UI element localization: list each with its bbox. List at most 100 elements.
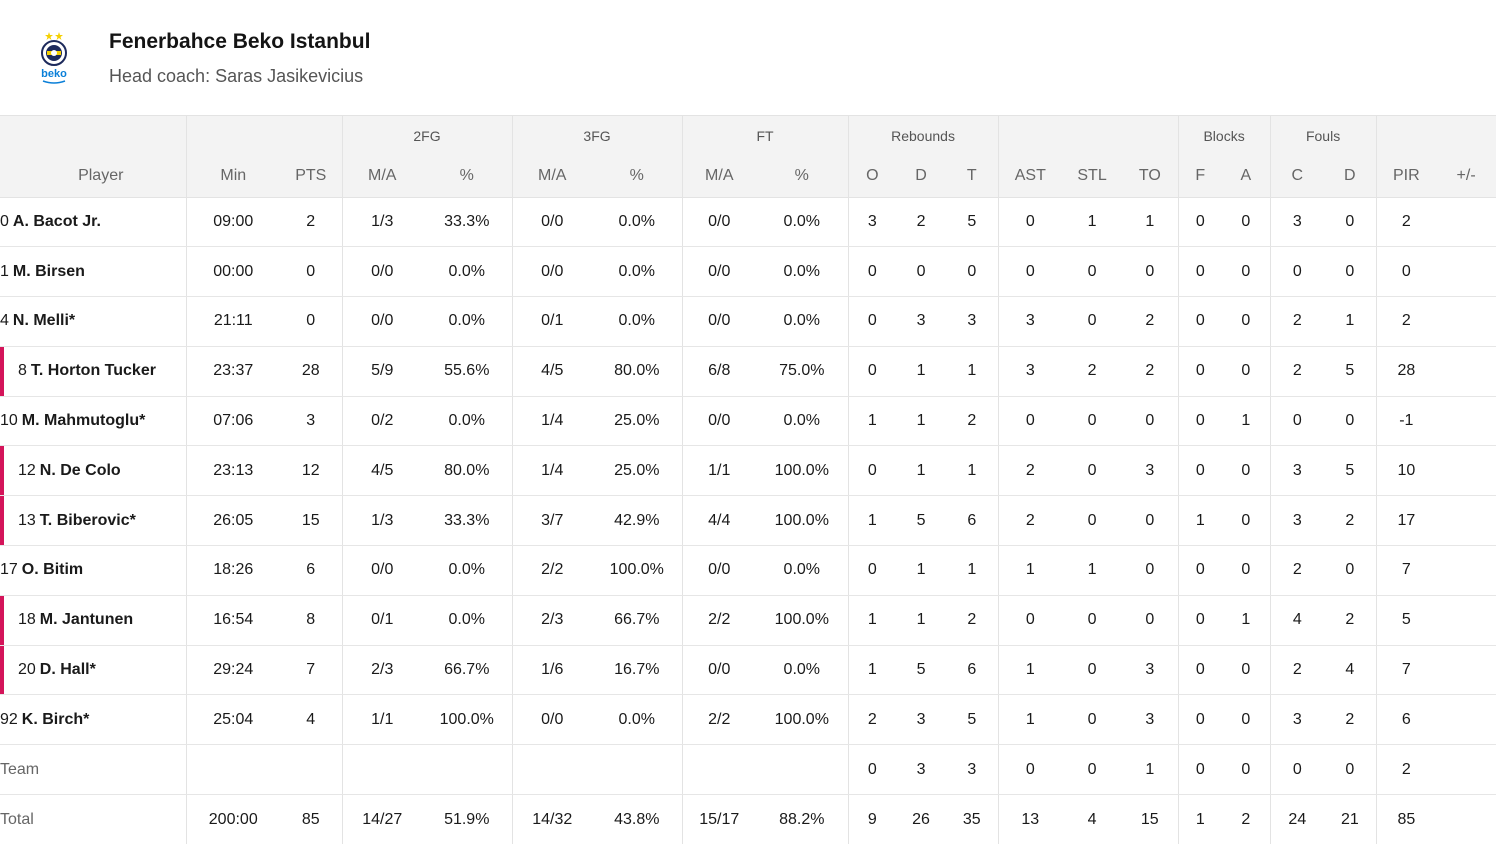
col-header-pts[interactable]: PTS xyxy=(280,156,342,198)
stat-pts: 7 xyxy=(280,645,342,696)
player-name[interactable]: D. Hall* xyxy=(39,661,96,679)
col-header-plus-minus[interactable]: +/- xyxy=(1436,156,1496,198)
stat-pir: 85 xyxy=(1375,794,1437,845)
stat-3fg-pct: 25.0% xyxy=(592,396,683,447)
player-name[interactable]: N. De Colo xyxy=(39,461,121,479)
stat-pts: 0 xyxy=(280,246,342,298)
player-name[interactable]: O. Bitim xyxy=(21,561,84,579)
player-cell[interactable]: 1 M. Birsen xyxy=(0,246,186,298)
player-name[interactable]: K. Birch* xyxy=(21,710,90,728)
stat-reb-o: 3 xyxy=(847,197,897,248)
stat-blk-a: 0 xyxy=(1222,645,1271,696)
col-header-3fg-ma[interactable]: M/A xyxy=(511,156,593,198)
col-header-pir[interactable]: PIR xyxy=(1375,156,1437,198)
stat-reb-o: 0 xyxy=(847,744,897,796)
player-name[interactable]: A. Bacot Jr. xyxy=(12,212,101,230)
stat-plus-minus xyxy=(1436,694,1496,746)
stat-blk-f: 0 xyxy=(1177,197,1223,248)
player-name[interactable]: T. Biberovic* xyxy=(39,511,136,529)
stat-reb-t: 6 xyxy=(946,495,999,547)
col-header-stl[interactable]: STL xyxy=(1062,156,1123,198)
col-header-blk-a[interactable]: A xyxy=(1222,156,1271,198)
player-number: 0 xyxy=(0,212,9,230)
col-header-to[interactable]: TO xyxy=(1122,156,1179,198)
group-fouls: Fouls xyxy=(1269,116,1377,156)
stat-3fg-ma: 1/4 xyxy=(511,396,593,447)
table-row: 20 D. Hall* 29:24 7 2/3 66.7% 1/6 16.7% 0/0 0.0% 1… xyxy=(0,645,1496,696)
player-cell[interactable]: 17 O. Bitim xyxy=(0,545,186,596)
col-header-ft-pct[interactable]: % xyxy=(756,156,849,198)
col-header-fouls-d[interactable]: D xyxy=(1324,156,1377,198)
stat-fouls-c: 3 xyxy=(1269,197,1325,248)
stat-fouls-d: 5 xyxy=(1324,445,1377,497)
col-header-min[interactable]: Min xyxy=(185,156,280,198)
team-name: Fenerbahce Beko Istanbul xyxy=(109,30,371,53)
player-cell[interactable]: 92 K. Birch* xyxy=(0,694,186,746)
stat-2fg-pct: 33.3% xyxy=(422,197,513,248)
player-cell: Total xyxy=(0,795,186,845)
col-header-2fg-pct[interactable]: % xyxy=(422,156,513,198)
player-cell[interactable]: 8 T. Horton Tucker xyxy=(0,346,186,397)
stat-plus-minus xyxy=(1436,645,1496,696)
table-row: 12 N. De Colo 23:13 12 4/5 80.0% 1/4 25.0% 1/1 10… xyxy=(0,445,1496,497)
stat-pir: 7 xyxy=(1375,645,1437,696)
table-row: 1 M. Birsen 00:00 0 0/0 0.0% 0/0 0.0% 0/0 0.0% 0 0 0… xyxy=(0,246,1496,298)
stat-to: 0 xyxy=(1122,545,1179,596)
player-number: 17 xyxy=(0,561,18,579)
stat-fouls-d: 2 xyxy=(1324,694,1377,746)
player-cell[interactable]: 0 A. Bacot Jr. xyxy=(0,197,186,248)
group-empty xyxy=(997,116,1179,156)
player-name: Total xyxy=(0,810,34,828)
stat-reb-d: 3 xyxy=(896,744,947,796)
head-coach: Head coach: Saras Jasikevicius xyxy=(109,66,364,86)
player-name[interactable]: N. Melli* xyxy=(12,312,76,330)
stat-reb-d: 0 xyxy=(896,246,947,298)
stat-3fg-ma: 2/2 xyxy=(511,545,593,596)
stat-min: 00:00 xyxy=(185,246,280,298)
col-header-ft-ma[interactable]: M/A xyxy=(681,156,757,198)
player-cell[interactable]: 4 N. Melli* xyxy=(0,296,186,347)
stat-min: 25:04 xyxy=(185,694,280,746)
stat-pir: 17 xyxy=(1375,495,1437,547)
stat-to: 0 xyxy=(1122,595,1179,646)
player-cell[interactable]: 12 N. De Colo xyxy=(0,445,186,497)
stat-blk-a: 0 xyxy=(1222,197,1271,248)
player-cell[interactable]: 10 M. Mahmutoglu* xyxy=(0,396,186,447)
stat-2fg-pct: 100.0% xyxy=(422,694,513,746)
col-header-ast[interactable]: AST xyxy=(997,156,1063,198)
stat-fouls-c: 3 xyxy=(1269,445,1325,497)
stat-ast: 1 xyxy=(997,545,1063,596)
stat-fouls-d: 2 xyxy=(1324,595,1377,646)
col-header-3fg-pct[interactable]: % xyxy=(592,156,683,198)
stat-3fg-ma: 3/7 xyxy=(511,495,593,547)
stat-2fg-ma: 14/27 xyxy=(341,794,422,845)
player-cell[interactable]: 13 T. Biberovic* xyxy=(0,495,186,547)
box-score-table: 2FG 3FG FT Rebounds Blocks Fouls Player M… xyxy=(0,116,1496,845)
col-header-fouls-c[interactable]: C xyxy=(1269,156,1325,198)
player-name[interactable]: M. Birsen xyxy=(12,262,85,280)
col-header-2fg-ma[interactable]: M/A xyxy=(341,156,422,198)
col-header-reb-o[interactable]: O xyxy=(847,156,897,198)
player-cell[interactable]: 18 M. Jantunen xyxy=(0,595,186,646)
col-header-reb-t[interactable]: T xyxy=(946,156,999,198)
stat-blk-a: 0 xyxy=(1222,545,1271,596)
table-row: 8 T. Horton Tucker 23:37 28 5/9 55.6% 4/5 80.0%… xyxy=(0,346,1496,397)
player-name[interactable]: M. Jantunen xyxy=(39,611,134,629)
stat-plus-minus xyxy=(1436,246,1496,298)
stat-fouls-d: 5 xyxy=(1324,346,1377,397)
stat-ft-ma: 0/0 xyxy=(681,645,757,696)
col-header-reb-d[interactable]: D xyxy=(896,156,947,198)
stat-pts: 0 xyxy=(280,296,342,347)
stat-ft-pct: 0.0% xyxy=(756,296,849,347)
stat-to: 0 xyxy=(1122,495,1179,547)
stat-min: 21:11 xyxy=(185,296,280,347)
col-header-player[interactable]: Player xyxy=(0,156,186,198)
player-cell[interactable]: 20 D. Hall* xyxy=(0,645,186,696)
stat-stl: 0 xyxy=(1062,744,1123,796)
player-name[interactable]: T. Horton Tucker xyxy=(30,362,156,380)
player-name[interactable]: M. Mahmutoglu* xyxy=(21,412,146,430)
stat-stl: 0 xyxy=(1062,296,1123,347)
stat-blk-a: 0 xyxy=(1222,346,1271,397)
col-header-blk-f[interactable]: F xyxy=(1177,156,1223,198)
stat-pts: 4 xyxy=(280,694,342,746)
